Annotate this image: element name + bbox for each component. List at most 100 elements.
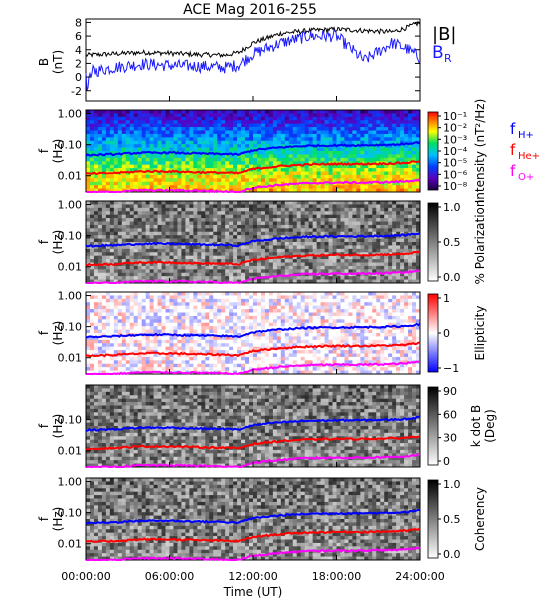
x-tick-label-2: 12:00:00 (228, 570, 277, 583)
y-tick-label: 1.00 (58, 108, 83, 121)
colorbar-tick-label: 0 (443, 455, 450, 468)
y-tick-label: 0.10 (58, 230, 83, 243)
y-tick-label: 1.00 (58, 476, 83, 489)
colorbar-tick-label: 10⁻³ (443, 133, 467, 146)
series-line-b-r (85, 29, 421, 91)
y-axis-label-bottom: (Hz) (51, 230, 65, 255)
series-line-f-he-line (85, 250, 421, 267)
colorbar-tick-label: 0.5 (443, 513, 461, 526)
y-axis-label-bottom: (Hz) (51, 414, 65, 439)
panel-b-frame (85, 18, 421, 102)
spectrogram-raster (86, 201, 421, 284)
series-line-f-he-line (85, 341, 421, 358)
legend-f-he-sub: He+ (518, 151, 540, 162)
legend-f-h: f (510, 120, 516, 138)
y-ticks: 1.00 0.10 0.01 (58, 290, 91, 365)
legend-b-r-sub: R (444, 52, 452, 65)
y-tick-label: 0.01 (58, 538, 83, 551)
x-tick-label-3: 18:00:00 (312, 570, 361, 583)
y-ticks: 0.10 0.01 (58, 414, 91, 458)
b-ytick-label: 8 (75, 16, 82, 29)
series-line-f-h-line (85, 322, 421, 339)
x-tick-label-1: 06:00:00 (145, 570, 194, 583)
legend-f-he: f (510, 141, 516, 159)
series-line-f-h-line (85, 415, 421, 432)
y-axis-label-top: f (37, 148, 51, 153)
x-tick-label-4: 24:00:00 (395, 570, 444, 583)
y-ticks: 1.00 0.10 0.01 (58, 476, 91, 551)
y-axis-label-bottom: (Hz) (51, 139, 65, 164)
legend-f-h-sub: H+ (518, 130, 534, 141)
colorbar-tick-label: 1.0 (443, 478, 461, 491)
colorbar-label: Ellipticity (473, 306, 487, 361)
colorbar-tick-label: 30 (443, 432, 457, 445)
series-line-f-he-line (85, 160, 421, 176)
colorbar-label: Intensity (nT²/Hz) (473, 99, 487, 204)
y-tick-label: 0.10 (58, 321, 83, 334)
panel-polarization: 1.00 0.10 0.01 f (Hz) 1.0 0.5 0.0 % Polarization (37, 199, 487, 285)
colorbar-tick-label: 10⁻⁵ (443, 157, 467, 170)
b-ytick-label: 2 (75, 57, 82, 70)
colorbar-label-bottom: (Deg) (483, 409, 497, 443)
legend-b-total: |B| (432, 24, 456, 45)
colorbar-tick-label: 90 (443, 385, 457, 398)
panel-intensity: 1.000.100.01f (Hz)10⁻¹10⁻²10⁻³10⁻⁴10⁻⁵10⁻… (37, 99, 540, 204)
spectrogram-raster (86, 110, 421, 193)
colorbar-tick-label: −1 (443, 362, 459, 375)
b-ytick-label: -2 (71, 85, 82, 98)
colorbar-tick-label: 0.5 (443, 236, 461, 249)
colorbar-label-top: k dot B (469, 405, 483, 447)
colorbar-tick-label: 60 (443, 408, 457, 421)
chart-title: ACE Mag 2016-255 (183, 2, 317, 18)
b-ylabel-bottom: (nT) (51, 50, 65, 74)
b-ytick-label: 4 (75, 44, 82, 57)
y-axis-label-top: f (37, 239, 51, 244)
colorbar (427, 293, 439, 373)
panel-coherency: 1.00 0.10 0.01 f (Hz) 1.0 0.5 0.0 Coherency (37, 476, 487, 562)
spectrogram-panels: 1.000.100.01f (Hz)10⁻¹10⁻²10⁻³10⁻⁴10⁻⁵10⁻… (37, 99, 540, 562)
y-axis-label-top: f (37, 423, 51, 428)
y-tick-label: 0.01 (58, 445, 83, 458)
y-axis-label-top: f (37, 516, 51, 521)
x-axis: 00:00:00 06:00:00 12:00:00 18:00:00 24:0… (61, 570, 444, 599)
colorbar-label: % Polarization (473, 200, 487, 285)
y-tick-label: 0.10 (58, 139, 83, 152)
colorbar-tick-label: 10⁻¹ (443, 110, 467, 123)
legend-b-r: B (432, 43, 444, 63)
colorbar-tick-label: 1.0 (443, 201, 461, 214)
y-ticks: 1.00 0.10 0.01 (58, 108, 91, 183)
colorbar-tick-label: 0.0 (443, 271, 461, 284)
series-line-f-h-line (85, 141, 421, 157)
legend-f-o-sub: O+ (518, 172, 534, 183)
b-ytick-label: 6 (75, 30, 82, 43)
y-axis-label-top: f (37, 330, 51, 335)
panel-ellipticity: 1.00 0.10 0.01 f (Hz) 1 0 −1 Ellipticity (37, 290, 487, 376)
series-line-f-he-line (85, 527, 421, 543)
legend-f-o: f (510, 162, 516, 180)
colorbar-tick-label: 0.0 (443, 548, 461, 561)
y-axis-label-bottom: (Hz) (51, 321, 65, 346)
y-ticks: 1.00 0.10 0.01 (58, 199, 91, 274)
x-axis-label: Time (UT) (223, 585, 283, 599)
y-tick-label: 0.10 (58, 414, 83, 427)
y-tick-label: 0.01 (58, 170, 83, 183)
series-line-f-he-line (85, 435, 421, 451)
y-tick-label: 0.10 (58, 507, 83, 520)
series-line-b-total (85, 20, 421, 59)
colorbar-tick-label: 10⁻² (443, 122, 467, 135)
series-line-f-h-line (85, 508, 421, 525)
colorbar (427, 386, 439, 466)
b-ytick-label: 0 (75, 71, 82, 84)
colorbar-label: Coherency (473, 487, 487, 551)
b-ylabel-top: B (37, 58, 51, 66)
y-axis-label-bottom: (Hz) (51, 507, 65, 532)
y-tick-label: 1.00 (58, 199, 83, 212)
b-field-lines (85, 20, 421, 91)
colorbar-tick-label: 10⁻⁸ (443, 180, 468, 193)
colorbar (427, 111, 439, 191)
colorbar-tick-label: 10⁻⁴ (443, 145, 468, 158)
colorbar (427, 479, 439, 559)
y-tick-label: 0.01 (58, 261, 83, 274)
